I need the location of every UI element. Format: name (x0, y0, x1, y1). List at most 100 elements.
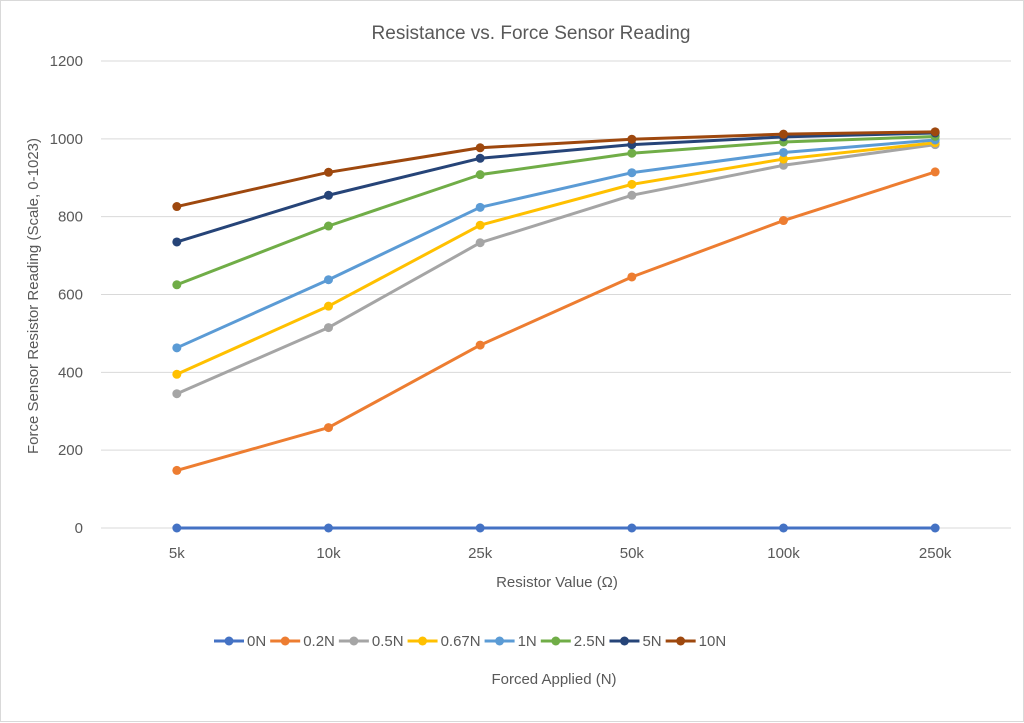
legend-marker (676, 636, 686, 646)
legend-label: 0N (247, 633, 266, 650)
data-point (930, 523, 940, 533)
data-point (779, 216, 788, 226)
x-tick-label: 5k (169, 545, 185, 562)
series-1N (172, 135, 940, 353)
y-tick-label: 600 (58, 287, 83, 304)
y-tick-label: 400 (58, 364, 83, 381)
data-point (475, 153, 485, 163)
x-tick-label: 50k (620, 545, 645, 562)
x-tick-label: 250k (919, 545, 952, 562)
gridlines (101, 60, 1011, 529)
series-5N (172, 128, 940, 247)
series-0N (172, 523, 940, 533)
data-point (475, 238, 485, 248)
series-line (175, 170, 937, 472)
legend-item: 0.5N (338, 633, 404, 650)
legend: 0N 0.2N 0.5N 0.67N 1N 2.5N 5N 10N (214, 633, 726, 650)
x-tick-label: 100k (767, 545, 800, 562)
legend-marker (619, 636, 629, 646)
data-point (627, 272, 637, 282)
data-point (172, 523, 182, 533)
data-point (172, 202, 182, 212)
data-point (172, 343, 182, 353)
series-line (175, 134, 937, 287)
legend-label: 5N (642, 633, 661, 650)
y-tick-label: 200 (58, 442, 83, 459)
legend-marker (224, 636, 234, 646)
data-point (324, 301, 333, 311)
series-10N (172, 127, 940, 212)
data-point (324, 221, 333, 231)
legend-title: Forced Applied (N) (491, 671, 616, 688)
data-point (324, 167, 333, 177)
series-lines (172, 127, 940, 533)
data-point (627, 190, 637, 200)
data-point (779, 147, 788, 157)
legend-marker (349, 636, 359, 646)
data-point (627, 134, 637, 144)
x-tick-label: 25k (468, 545, 493, 562)
legend-item: 1N (484, 633, 537, 650)
legend-label: 0.5N (372, 633, 404, 650)
legend-label: 0.2N (303, 633, 335, 650)
data-point (475, 523, 485, 533)
legend-item: 0.2N (270, 633, 335, 650)
data-point (779, 154, 788, 164)
legend-marker (551, 636, 561, 646)
series-0.2N (172, 167, 940, 475)
legend-label: 2.5N (574, 633, 606, 650)
series-0.5N (172, 140, 940, 399)
data-point (475, 340, 485, 350)
data-point (172, 369, 182, 379)
x-axis-ticks: 5k 10k 25k 50k 100k 250k (169, 545, 952, 562)
series-line (175, 131, 937, 244)
y-axis-title: Force Sensor Resistor Reading (Scale, 0-… (25, 138, 42, 454)
data-point (475, 220, 485, 230)
data-point (324, 190, 333, 200)
data-point (324, 523, 333, 533)
y-tick-label: 1200 (50, 53, 83, 70)
data-point (172, 389, 182, 399)
data-point (324, 275, 333, 285)
data-point (324, 423, 333, 433)
data-point (172, 465, 182, 475)
legend-item: 2.5N (540, 633, 606, 650)
series-2.5N (172, 131, 940, 290)
data-point (930, 127, 940, 137)
legend-marker (280, 636, 290, 646)
y-tick-label: 0 (75, 520, 83, 537)
legend-item: 5N (609, 633, 662, 650)
data-point (324, 323, 333, 333)
data-point (779, 129, 788, 139)
series-line (175, 141, 937, 376)
y-tick-label: 1000 (50, 131, 83, 148)
series-0.67N (172, 138, 940, 379)
legend-item: 0N (214, 633, 266, 650)
series-line (175, 143, 937, 396)
y-tick-label: 800 (58, 209, 83, 226)
data-point (627, 168, 637, 178)
data-point (779, 160, 788, 170)
data-point (627, 148, 637, 158)
data-point (627, 179, 637, 189)
legend-label: 0.67N (441, 633, 481, 650)
x-tick-label: 10k (316, 545, 341, 562)
series-line (175, 130, 937, 209)
data-point (172, 280, 182, 290)
x-axis-title: Resistor Value (Ω) (496, 574, 618, 591)
y-axis-ticks: 0 200 400 600 800 1000 1200 (50, 53, 83, 537)
legend-marker (495, 636, 505, 646)
legend-marker (418, 636, 428, 646)
legend-label: 10N (699, 633, 727, 650)
data-point (627, 523, 637, 533)
data-point (779, 523, 788, 533)
data-point (475, 202, 485, 212)
data-point (930, 167, 940, 177)
series-line (175, 138, 937, 350)
legend-item: 0.67N (407, 633, 481, 650)
data-point (172, 237, 182, 247)
chart-title: Resistance vs. Force Sensor Reading (372, 23, 691, 44)
legend-label: 1N (518, 633, 537, 650)
